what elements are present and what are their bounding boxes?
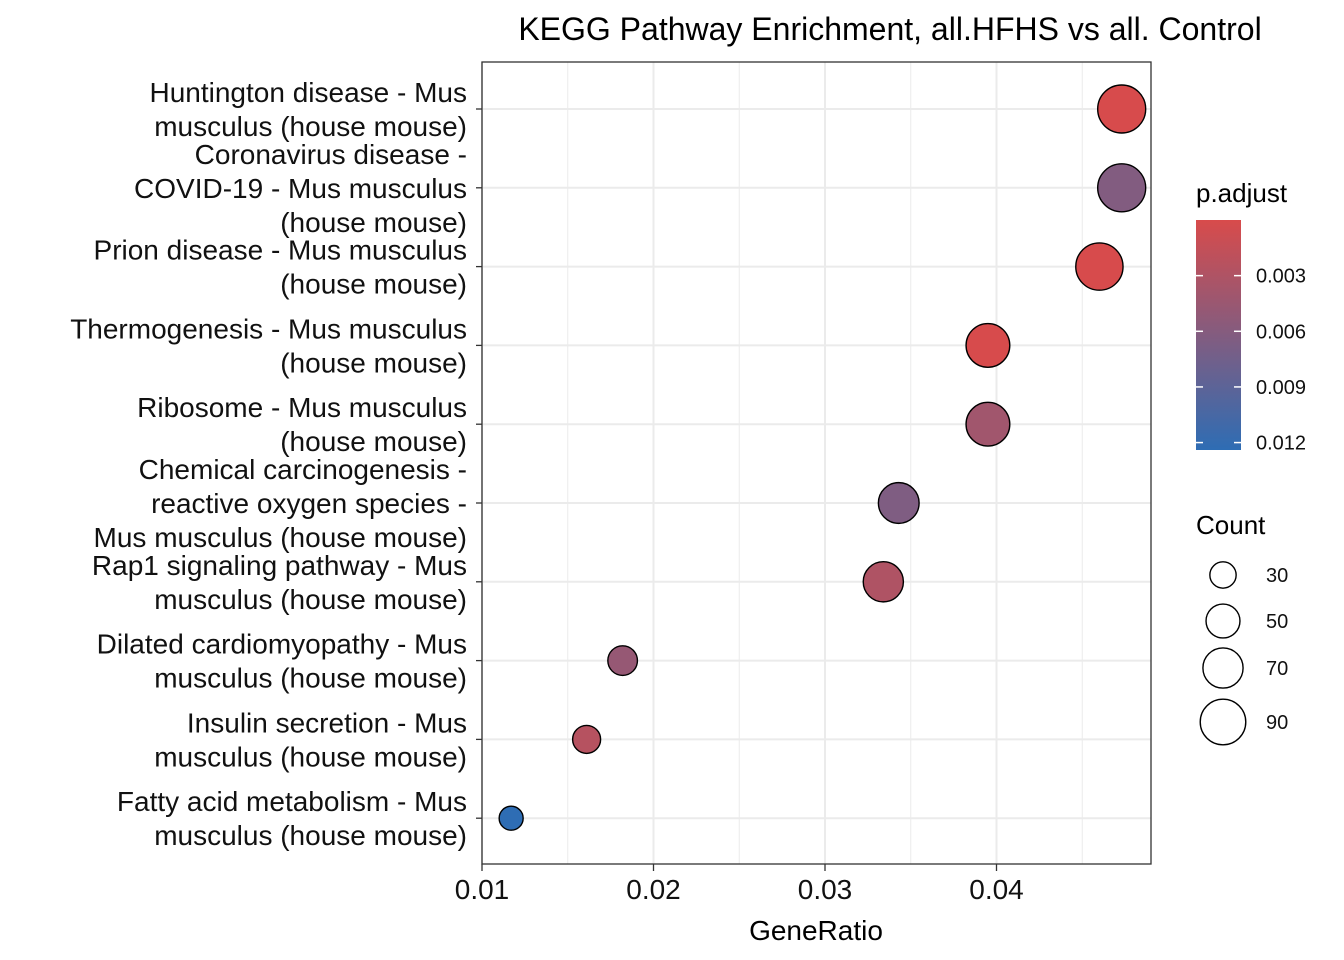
color-legend: p.adjust 0.003 0.006 0.009 0.012 <box>1196 178 1306 455</box>
y-tick-label: Ribosome - Mus musculus <box>137 392 467 423</box>
size-legend-label: 70 <box>1266 658 1288 680</box>
data-point <box>498 805 524 831</box>
y-tick-label: Mus musculus (house mouse) <box>94 522 467 553</box>
data-point <box>965 401 1011 447</box>
data-points <box>498 84 1147 831</box>
panel-border <box>481 61 1152 865</box>
y-tick-label: Fatty acid metabolism - Mus <box>117 786 467 817</box>
data-point <box>877 481 920 525</box>
size-legend-label: 90 <box>1266 712 1288 734</box>
y-tick-label: Thermogenesis - Mus musculus <box>70 313 467 344</box>
y-tick-label: musculus (house mouse) <box>154 820 467 851</box>
size-legend-label: 30 <box>1266 565 1288 587</box>
x-tick-label: 0.01 <box>455 874 510 905</box>
x-tick-label: 0.04 <box>969 874 1024 905</box>
x-tick-label: 0.02 <box>626 874 681 905</box>
y-tick-label: musculus (house mouse) <box>154 663 467 694</box>
color-legend-label: 0.009 <box>1256 377 1306 399</box>
size-legend: Count 30 50 70 90 <box>1196 510 1288 746</box>
y-tick-label: (house mouse) <box>280 269 467 300</box>
y-tick-label: musculus (house mouse) <box>154 741 467 772</box>
y-tick-label: Coronavirus disease - <box>195 139 467 170</box>
y-tick-label: Dilated cardiomyopathy - Mus <box>97 629 467 660</box>
y-tick-label: Huntington disease - Mus <box>149 77 467 108</box>
y-tick-label: musculus (house mouse) <box>154 584 467 615</box>
color-legend-label: 0.003 <box>1256 266 1306 288</box>
color-legend-label: 0.012 <box>1256 433 1306 455</box>
size-legend-key <box>1199 698 1247 746</box>
size-legend-title: Count <box>1196 510 1266 540</box>
color-legend-bar <box>1196 220 1241 450</box>
y-tick-label: musculus (house mouse) <box>154 111 467 142</box>
size-legend-key <box>1209 561 1237 589</box>
data-point <box>1096 84 1147 134</box>
data-point <box>607 645 639 677</box>
size-legend-label: 50 <box>1266 611 1288 633</box>
y-tick-label: Chemical carcinogenesis - <box>139 454 467 485</box>
x-axis: 0.01 0.02 0.03 0.04 <box>455 864 1024 905</box>
y-tick-label: Rap1 signaling pathway - Mus <box>92 550 467 581</box>
y-tick-label: Insulin secretion - Mus <box>187 707 467 738</box>
x-tick-label: 0.03 <box>798 874 853 905</box>
y-tick-label: (house mouse) <box>280 426 467 457</box>
x-axis-label: GeneRatio <box>749 915 883 946</box>
y-tick-label: COVID-19 - Mus musculus <box>134 173 467 204</box>
data-point <box>571 724 602 755</box>
y-tick-label: Prion disease - Mus musculus <box>94 235 467 266</box>
size-legend-key <box>1202 647 1244 689</box>
data-point <box>1096 163 1147 213</box>
y-tick-label: (house mouse) <box>280 347 467 378</box>
y-tick-label: (house mouse) <box>280 207 467 238</box>
y-tick-label: reactive oxygen species - <box>151 488 467 519</box>
data-point <box>862 561 905 603</box>
color-legend-title: p.adjust <box>1196 178 1288 208</box>
chart-title: KEGG Pathway Enrichment, all.HFHS vs all… <box>518 11 1261 47</box>
data-point <box>965 322 1011 368</box>
data-point <box>1075 242 1124 291</box>
grid-lines <box>481 62 1151 864</box>
size-legend-key <box>1205 603 1241 639</box>
color-legend-label: 0.006 <box>1256 321 1306 343</box>
